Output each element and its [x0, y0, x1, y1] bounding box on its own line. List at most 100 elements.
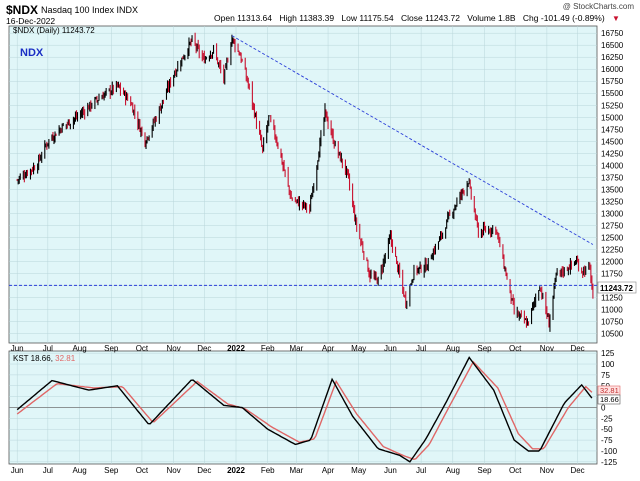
- price-y-tick: 15750: [601, 77, 624, 86]
- ndx-tag: NDX: [20, 47, 44, 59]
- kst-x-tick: Aug: [446, 466, 460, 475]
- kst-x-tick: Sep: [104, 466, 119, 475]
- kst-legend-name: KST: [13, 354, 29, 363]
- price-y-tick: 13500: [601, 185, 624, 194]
- kst-x-axis: Jun Jul Aug Sep Oct Nov Dec 2022 Feb Mar Apr May Jun…: [11, 466, 585, 475]
- kst-x-tick: Nov: [167, 466, 181, 475]
- kst-y-tick: -100: [601, 447, 618, 456]
- close-label: Close: [400, 13, 423, 23]
- kst-x-tick: Jun: [11, 466, 24, 475]
- kst-y-tick: -75: [601, 436, 613, 445]
- kst-legend-kst: 18.66: [31, 354, 52, 363]
- chart-symbol: $NDX: [6, 3, 39, 17]
- price-x-tick: Jul: [416, 344, 426, 353]
- price-y-tick: 12750: [601, 221, 624, 230]
- price-y-tick: 16750: [601, 29, 624, 38]
- kst-x-tick: Jun: [384, 466, 397, 475]
- price-x-tick: Oct: [509, 344, 522, 353]
- price-x-tick: Nov: [167, 344, 181, 353]
- price-y-tick: 15500: [601, 89, 624, 98]
- price-y-tick: 14250: [601, 149, 624, 158]
- kst-x-tick: Jul: [43, 466, 53, 475]
- price-y-tick: 14750: [601, 125, 624, 134]
- price-panel-bg: [8, 25, 598, 344]
- trend-line: [231, 35, 594, 245]
- price-y-tick: 10500: [601, 329, 624, 338]
- price-x-tick: Apr: [322, 344, 335, 353]
- kst-y-tick: -50: [601, 425, 613, 434]
- price-y-tick: 11750: [601, 269, 623, 278]
- kst-x-tick: Oct: [136, 466, 149, 475]
- price-y-tick: 12250: [601, 245, 624, 254]
- price-y-tick: 13000: [601, 209, 624, 218]
- price-y-tick: 10750: [601, 317, 624, 326]
- price-x-tick: Nov: [540, 344, 554, 353]
- volume-label: Volume: [467, 13, 496, 23]
- ohlc-readout: Open 11313.64 High 11383.39 Low 11175.54…: [214, 13, 620, 23]
- kst-x-tick: Jul: [416, 466, 426, 475]
- low-value: 11175.54: [359, 13, 394, 23]
- kst-legend-signal: 32.81: [55, 354, 76, 363]
- kst-x-tick: May: [351, 466, 366, 475]
- kst-legend: KST 18.66, 32.81: [13, 354, 76, 363]
- last-price-badge: [597, 281, 637, 294]
- chart-date: 16-Dec-2022: [6, 16, 56, 26]
- price-y-tick: 12500: [601, 233, 624, 242]
- price-y-tick: 16250: [601, 53, 624, 62]
- price-x-axis: Jun Jul Aug Sep Oct Nov Dec 2022 Feb Mar Apr May Jun…: [11, 344, 585, 353]
- close-value: 11243.72: [425, 13, 460, 23]
- price-y-tick: 13250: [601, 197, 624, 206]
- kst-x-tick: Nov: [540, 466, 554, 475]
- down-triangle-icon: ▼: [612, 14, 620, 23]
- open-label: Open: [214, 13, 235, 23]
- price-gridlines: [9, 26, 597, 343]
- price-x-tick: 2022: [227, 344, 245, 353]
- price-y-tick: 16000: [601, 65, 624, 74]
- price-candles: [16, 32, 594, 332]
- kst-legend-comma: ,: [51, 354, 53, 363]
- kst-badge: [597, 394, 621, 405]
- stockcharts-credit: @ StockCharts.com: [562, 2, 634, 11]
- kst-x-tick: Apr: [322, 466, 335, 475]
- price-y-tick: 16500: [601, 41, 624, 50]
- price-x-tick: Dec: [570, 344, 584, 353]
- kst-y-tick: -25: [601, 414, 613, 423]
- kst-x-tick: Dec: [197, 466, 211, 475]
- price-x-tick: Jun: [384, 344, 397, 353]
- price-x-tick: Aug: [446, 344, 460, 353]
- signal-badge-value: 32.81: [600, 386, 619, 395]
- price-y-tick: 12000: [601, 257, 624, 266]
- kst-x-tick: Mar: [289, 466, 303, 475]
- last-price-value: 11243.72: [600, 284, 633, 293]
- kst-y-tick: -125: [601, 458, 618, 467]
- price-y-tick: 15250: [601, 101, 624, 110]
- instrument-name: Nasdaq 100 Index INDX: [41, 5, 139, 15]
- low-label: Low: [341, 13, 358, 23]
- volume-value: 1.8B: [498, 13, 516, 23]
- price-y-tick: 11250: [601, 293, 623, 302]
- kst-line: [16, 356, 593, 463]
- kst-x-tick: Aug: [72, 466, 86, 475]
- price-x-tick: Sep: [477, 344, 492, 353]
- high-label: High: [279, 13, 297, 23]
- kst-y-tick: 0: [601, 404, 606, 413]
- price-x-tick: Aug: [72, 344, 86, 353]
- price-y-tick: 13750: [601, 173, 624, 182]
- kst-x-tick: Feb: [261, 466, 275, 475]
- kst-badge-value: 18.66: [600, 395, 619, 404]
- kst-x-tick: Oct: [509, 466, 522, 475]
- kst-lines: [16, 356, 593, 463]
- price-x-tick: Mar: [289, 344, 303, 353]
- chg-value: -101.49 (-0.89%): [540, 13, 605, 23]
- price-y-tick: 11000: [601, 305, 623, 314]
- price-y-tick: 14000: [601, 161, 624, 170]
- kst-x-tick: Dec: [570, 466, 584, 475]
- price-x-tick: May: [351, 344, 366, 353]
- kst-y-tick: 100: [601, 360, 615, 369]
- high-value: 11383.39: [299, 13, 335, 23]
- price-x-tick: Sep: [104, 344, 119, 353]
- kst-y-axis: -125-100-75-50-250255075100125: [601, 349, 618, 467]
- price-y-tick: 14500: [601, 137, 624, 146]
- kst-y-tick: 125: [601, 349, 615, 358]
- price-x-tick: Jun: [11, 344, 24, 353]
